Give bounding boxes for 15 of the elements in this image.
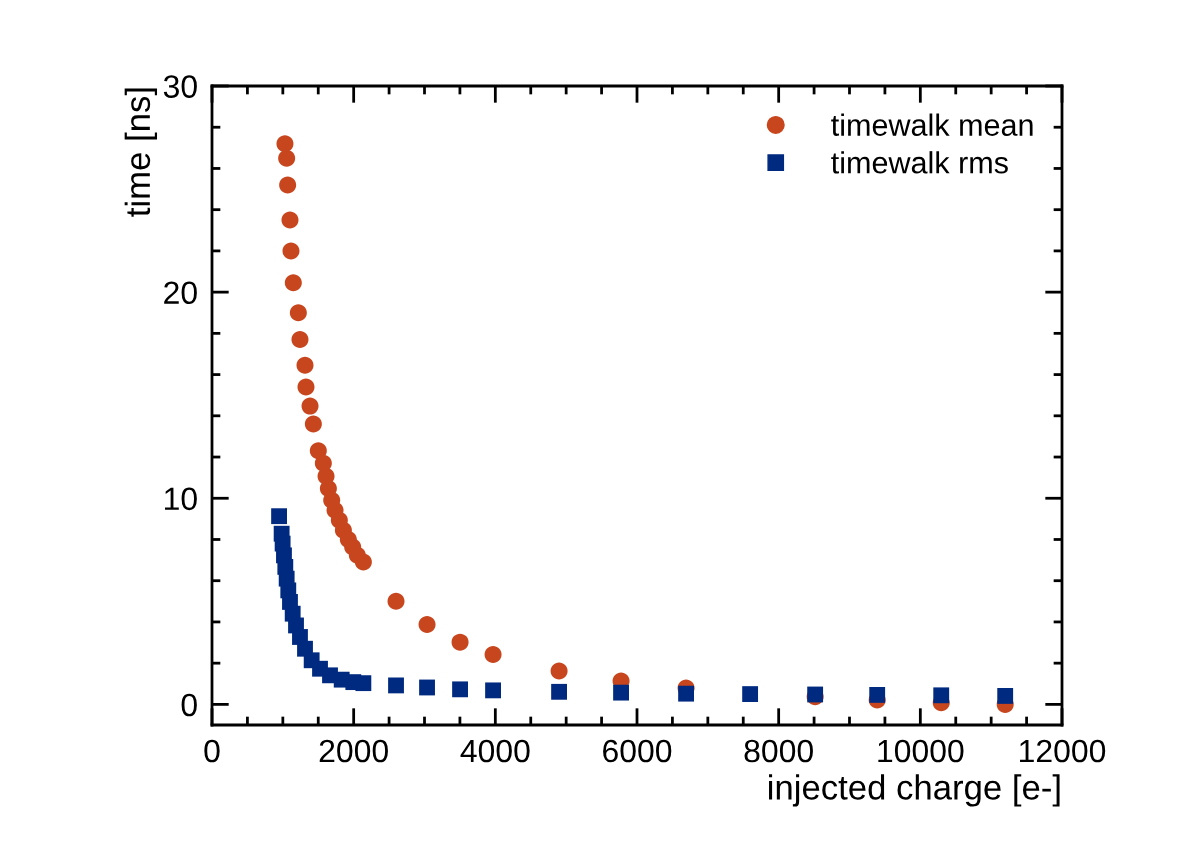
x-tick-label: 8000 — [744, 739, 813, 763]
legend-label: timewalk mean — [831, 113, 1033, 136]
x-tick-label: 10000 — [878, 739, 964, 763]
legend-label: timewalk rms — [831, 151, 1008, 174]
x-tick-label: 0 — [204, 739, 220, 763]
y-tick-label: 10 — [165, 487, 197, 511]
x-tick-label: 12000 — [1020, 739, 1106, 763]
y-tick-label: 0 — [181, 693, 197, 717]
x-tick-label: 6000 — [603, 739, 672, 763]
y-axis-title: time [ns] — [124, 88, 158, 217]
y-tick-label: 20 — [164, 281, 197, 305]
x-tick-label: 4000 — [460, 739, 530, 763]
x-tick-label: 2000 — [319, 739, 388, 763]
y-tick-label: 30 — [163, 75, 197, 98]
x-axis-title: injected charge [e-] — [769, 774, 1060, 807]
